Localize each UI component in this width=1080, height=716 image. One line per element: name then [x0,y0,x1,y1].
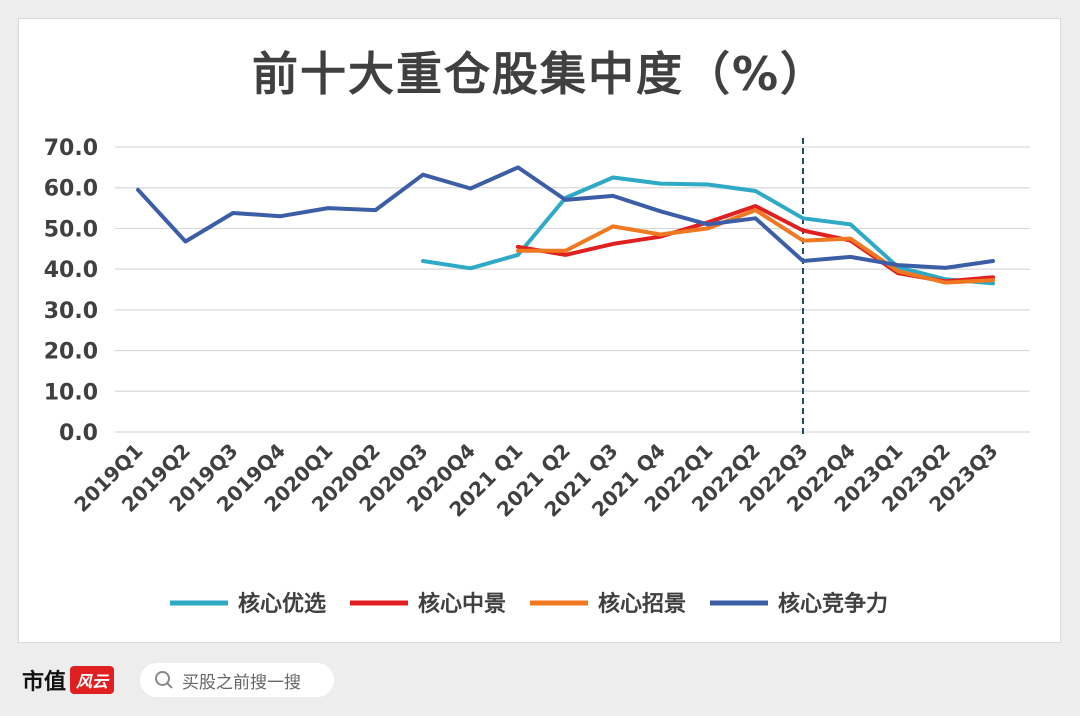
legend-label: 核心招景 [598,591,686,617]
chart-card [18,18,1061,643]
footer-bar: 市值 风云 买股之前搜一搜 [0,650,1080,716]
y-tick-label: 40.0 [44,258,98,283]
series-line [136,165,995,270]
y-tick-label: 60.0 [44,177,98,202]
legend-label: 核心竞争力 [778,591,888,617]
series-line [516,208,995,285]
y-tick-label: 30.0 [44,299,98,324]
search-placeholder: 买股之前搜一搜 [182,672,301,693]
legend-label: 核心优选 [238,591,326,617]
y-tick-label: 20.0 [44,340,98,365]
chart-title: 前十大重仓股集中度（%） [251,47,829,101]
y-tick-label: 10.0 [44,380,98,405]
brand-seal: 风云 [70,666,115,694]
y-tick-label: 0.0 [59,421,98,446]
brand-name: 市值 [22,669,67,695]
y-tick-label: 70.0 [44,136,98,161]
line-chart: 70.060.050.040.030.020.010.00.0 2019Q120… [44,136,1030,617]
search-box[interactable]: 买股之前搜一搜 [140,663,334,697]
legend-label: 核心中景 [418,591,506,617]
brand-logo[interactable]: 市值 风云 [22,664,115,696]
search-icon [154,670,174,690]
y-tick-label: 50.0 [44,217,98,242]
